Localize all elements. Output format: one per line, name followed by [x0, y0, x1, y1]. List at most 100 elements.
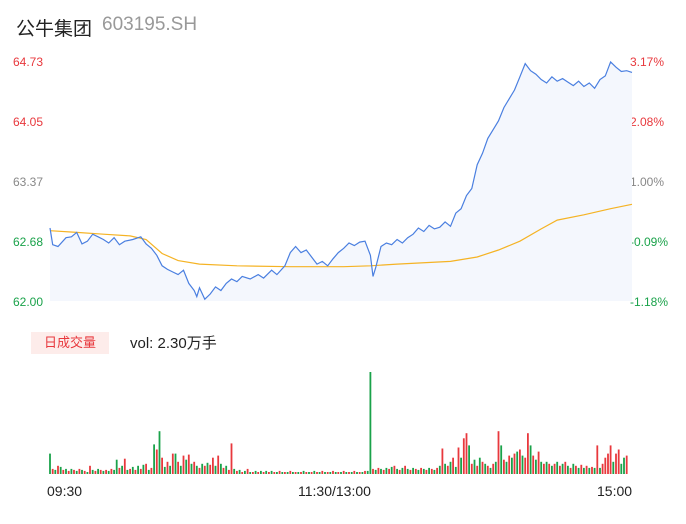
volume-bar [519, 449, 521, 474]
volume-bar [115, 459, 118, 474]
volume-bar [620, 463, 623, 474]
volume-bar [481, 461, 484, 474]
time-tick-open: 09:30 [47, 483, 83, 499]
volume-bar [155, 449, 158, 474]
pct-tick-1: 2.08% [630, 115, 665, 129]
volume-bar [420, 467, 422, 474]
volume-bar [145, 463, 147, 474]
volume-bar [444, 463, 446, 474]
volume-bar [612, 461, 615, 474]
volume-bar [513, 453, 516, 474]
volume-bar [583, 467, 585, 474]
volume-bar [342, 470, 345, 474]
volume-bar [591, 466, 593, 474]
volume-bar [524, 457, 527, 474]
volume-bar [497, 431, 500, 474]
volume-bar [321, 470, 324, 474]
volume-bar [169, 465, 171, 474]
volume-bar [123, 458, 126, 474]
volume-bar [99, 469, 102, 474]
volume-bar [276, 472, 278, 474]
volume-bar [107, 470, 110, 474]
volume-bar [417, 469, 420, 474]
volume-bar [238, 469, 241, 474]
volume-bar [486, 465, 489, 474]
volume-bar [551, 465, 553, 474]
volume-bar [131, 466, 134, 474]
price-tick-1: 64.05 [13, 115, 44, 129]
volume-bar [484, 463, 487, 474]
volume-bar [206, 462, 209, 474]
volume-bar [195, 465, 198, 474]
volume-bar [142, 464, 145, 474]
volume-bar [369, 372, 372, 474]
volume-bar [185, 459, 188, 474]
volume-bar [158, 431, 161, 474]
volume-bar [83, 470, 86, 474]
volume-bar [382, 469, 385, 474]
volume-bar [228, 469, 230, 474]
volume-bar [139, 468, 142, 474]
volume-bar [326, 472, 329, 474]
volume-bar [348, 472, 350, 474]
volume-bar [567, 465, 569, 474]
volume-bar [313, 470, 316, 474]
volume-bar [505, 461, 508, 474]
volume-bar [182, 455, 185, 474]
volume-bar [406, 468, 409, 474]
volume-bar [532, 455, 535, 474]
volume-bar [449, 461, 452, 474]
volume-bar [198, 467, 201, 474]
volume-bar [174, 453, 177, 474]
volume-bar [388, 468, 390, 474]
volume-bar [401, 467, 404, 474]
pct-tick-0: 3.17% [630, 55, 665, 69]
stock-name: 公牛集团 [16, 19, 93, 40]
volume-bar [543, 463, 545, 474]
volume-bar [548, 463, 551, 474]
volume-bar [324, 472, 326, 474]
volume-bar [430, 468, 433, 474]
volume-bar [596, 445, 599, 474]
volume-bar [49, 453, 51, 474]
volume-bar [404, 465, 406, 474]
volume-bar [625, 455, 628, 474]
volume-bar [364, 470, 366, 474]
volume-bar [412, 467, 414, 474]
volume-bar [150, 467, 153, 474]
volume-bar [366, 470, 369, 474]
volume-bar [476, 465, 479, 474]
daily-volume-badge[interactable]: 日成交量 [31, 332, 109, 354]
volume-bar [615, 453, 617, 474]
volume-bar [580, 464, 583, 474]
volume-bar [91, 469, 94, 474]
volume-bar [599, 467, 601, 474]
volume-bar [292, 472, 294, 474]
volume-bar [535, 459, 537, 474]
volume-bar [217, 455, 220, 474]
volume-bar [340, 472, 342, 474]
volume-bar [604, 457, 607, 474]
volume-bar [86, 472, 89, 474]
volume-bar [457, 447, 460, 474]
volume-bar [380, 468, 382, 474]
volume-bar [246, 468, 249, 474]
volume-bar [163, 466, 166, 474]
volume-bar [372, 468, 374, 474]
volume-bar [390, 466, 393, 474]
volume-bar [601, 463, 604, 474]
volume-bar [65, 468, 67, 474]
volume-bar [209, 464, 212, 474]
volume-bar [575, 465, 577, 474]
volume-bar [468, 445, 470, 474]
volume-bar [593, 467, 596, 474]
volume-bar [337, 472, 340, 474]
volume-bar [334, 472, 337, 474]
volume-bar [452, 457, 454, 474]
volume-bar [179, 465, 182, 474]
volume-bar [329, 472, 332, 474]
volume-bar [489, 467, 492, 474]
volume-bar [559, 465, 561, 474]
volume-bar [177, 461, 179, 474]
